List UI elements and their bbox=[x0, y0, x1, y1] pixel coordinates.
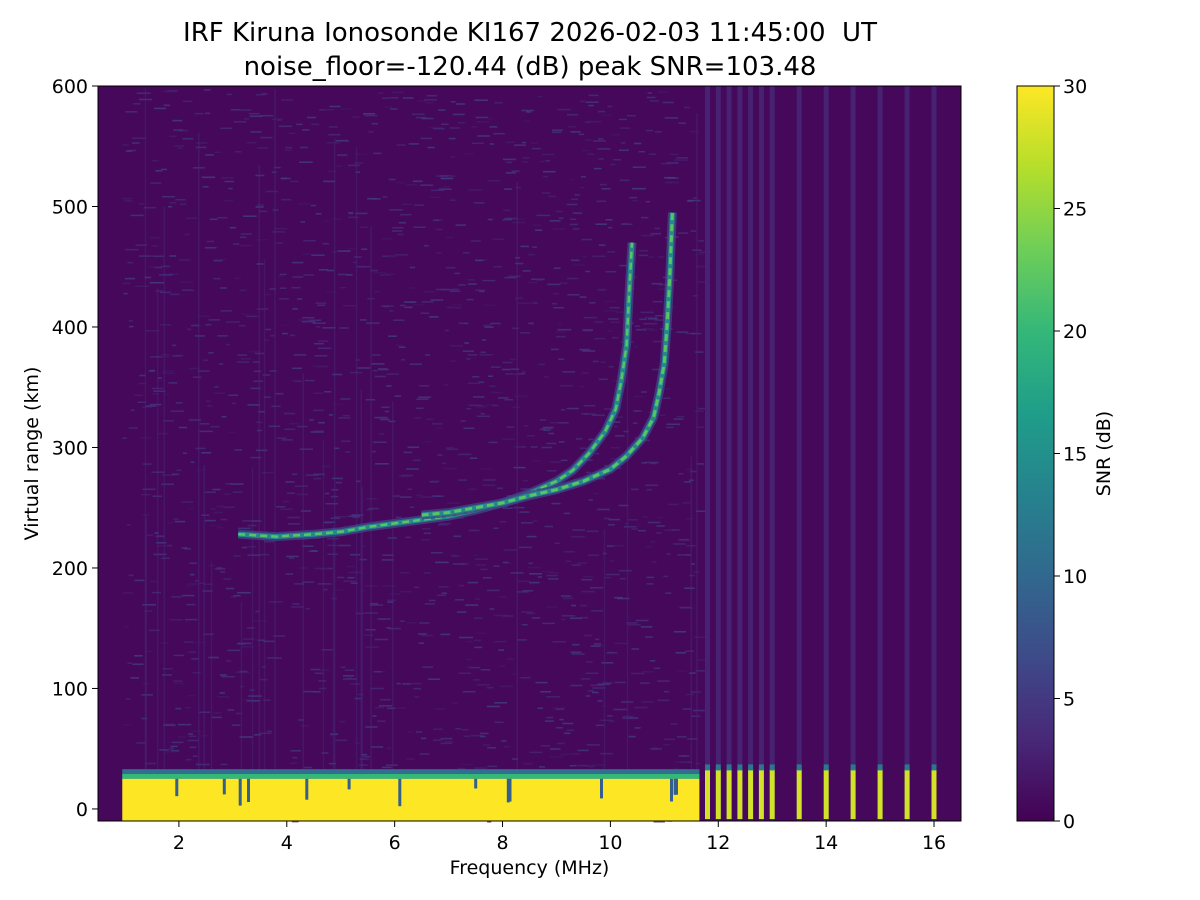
y-tick-label: 600 bbox=[52, 76, 88, 98]
channel-column bbox=[705, 86, 710, 821]
clutter-gap bbox=[673, 778, 677, 795]
x-tick-label: 6 bbox=[389, 832, 401, 854]
clutter-gap bbox=[600, 778, 603, 799]
y-axis-label: Virtual range (km) bbox=[21, 367, 43, 541]
channel-ground-echo bbox=[931, 769, 937, 819]
channel-column bbox=[769, 86, 775, 821]
x-tick-label: 14 bbox=[814, 832, 838, 854]
channel-column bbox=[850, 86, 856, 821]
clutter-gap bbox=[305, 778, 309, 800]
colorbar-gradient bbox=[1016, 85, 1055, 822]
channel-ground-echo bbox=[748, 769, 754, 819]
y-tick-label: 200 bbox=[52, 558, 88, 580]
colorbar-tick-label: 15 bbox=[1063, 444, 1087, 466]
channel-ground-echo bbox=[877, 769, 883, 819]
channel-column bbox=[904, 86, 910, 821]
x-tick-label: 12 bbox=[706, 832, 730, 854]
heatmap-background bbox=[98, 86, 961, 821]
colorbar-tick-label: 30 bbox=[1063, 76, 1087, 98]
x-tick-label: 4 bbox=[281, 832, 293, 854]
x-tick-label: 16 bbox=[922, 832, 946, 854]
clutter-gap bbox=[508, 778, 512, 802]
clutter-gap bbox=[238, 778, 242, 806]
sparse-channels bbox=[705, 86, 937, 821]
channel-ground-echo bbox=[715, 769, 721, 819]
channel-column bbox=[715, 86, 721, 821]
clutter-gap bbox=[175, 778, 179, 797]
colorbar-tick-label: 0 bbox=[1063, 811, 1075, 833]
channel-ground-echo bbox=[769, 769, 775, 819]
channel-column bbox=[748, 86, 754, 821]
x-tick-label: 2 bbox=[173, 832, 185, 854]
channel-column bbox=[877, 86, 883, 821]
ground-clutter-edge bbox=[122, 774, 700, 779]
clutter-gap bbox=[506, 778, 510, 803]
plot-area bbox=[98, 86, 961, 823]
y-tick-label: 400 bbox=[52, 317, 88, 339]
chart-title: IRF Kiruna Ionosonde KI167 2026-02-03 11… bbox=[183, 18, 877, 48]
channel-column bbox=[796, 86, 802, 821]
colorbar-tick-label: 25 bbox=[1063, 199, 1087, 221]
channel-ground-echo bbox=[850, 769, 856, 819]
clutter-gap bbox=[670, 778, 673, 802]
channel-ground-echo bbox=[904, 769, 910, 819]
noise-texture bbox=[122, 87, 711, 823]
clutter-gap bbox=[347, 778, 351, 790]
x-tick-label: 8 bbox=[496, 832, 508, 854]
y-tick-label: 300 bbox=[52, 437, 88, 459]
axes: 2 4 6 8 10 12 14 16 0 100 200 300 400 500 600 Frequency… bbox=[21, 76, 962, 879]
channel-column bbox=[737, 86, 743, 821]
plot-frame bbox=[97, 85, 962, 822]
clutter-gap bbox=[247, 778, 250, 802]
channel-ground-echo bbox=[796, 769, 802, 819]
channel-column bbox=[726, 86, 732, 821]
channel-ground-echo bbox=[823, 769, 829, 819]
y-tick-label: 100 bbox=[52, 678, 88, 700]
colorbar-tick-label: 10 bbox=[1063, 566, 1087, 588]
chart-subtitle: noise_floor=-120.44 (dB) peak SNR=103.48 bbox=[243, 52, 817, 82]
channel-ground-echo bbox=[705, 769, 710, 819]
channel-ground-echo bbox=[726, 769, 732, 819]
channel-column bbox=[931, 86, 937, 821]
channel-ground-echo bbox=[758, 769, 764, 819]
colorbar-tick-label: 20 bbox=[1063, 321, 1087, 343]
clutter-gap bbox=[398, 778, 402, 807]
clutter-gap bbox=[222, 778, 226, 795]
y-tick-label: 0 bbox=[76, 799, 88, 821]
colorbar: 0 5 10 15 20 25 30 SNR (dB) bbox=[1016, 76, 1115, 833]
y-tick-label: 500 bbox=[52, 196, 88, 218]
trace-x-mode bbox=[421, 212, 677, 520]
colorbar-label: SNR (dB) bbox=[1093, 411, 1115, 496]
clutter-gap bbox=[474, 778, 478, 789]
channel-column bbox=[758, 86, 764, 821]
colorbar-tick-label: 5 bbox=[1063, 689, 1075, 711]
ground-clutter-band bbox=[122, 778, 700, 821]
channel-column bbox=[823, 86, 829, 821]
channel-ground-echo bbox=[737, 769, 743, 819]
x-tick-label: 10 bbox=[598, 832, 622, 854]
x-axis-label: Frequency (MHz) bbox=[450, 857, 610, 879]
